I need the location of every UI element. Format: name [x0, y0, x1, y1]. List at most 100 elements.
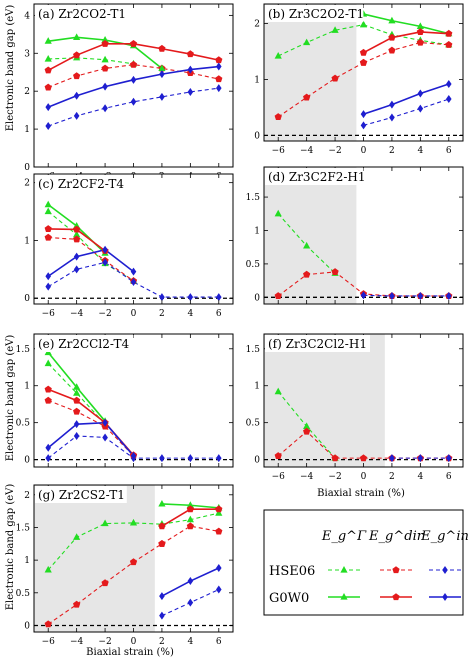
data-point-in-hse06 [102, 433, 108, 442]
data-point-in-g0w0 [45, 272, 52, 281]
x-tick-label: −6 [42, 309, 56, 319]
data-point-dir-hse06 [129, 60, 138, 68]
data-point-gamma-hse06 [44, 565, 52, 573]
data-point-gamma-g0w0 [388, 16, 396, 24]
data-point-in-hse06 [73, 431, 80, 440]
data-point-gamma-g0w0 [158, 64, 166, 72]
data-point-dir-hse06 [274, 292, 282, 300]
series-line-in-g0w0 [47, 248, 134, 277]
data-point-gamma-g0w0 [101, 36, 109, 43]
data-point-dir-hse06 [359, 454, 368, 462]
shaded-region [264, 334, 385, 467]
y-tick-label: 4 [24, 11, 30, 21]
data-point-in-g0w0 [73, 252, 80, 261]
x-tick-label: 6 [216, 637, 222, 647]
panel-title: (f) Zr3C2Cl2-H1 [268, 337, 367, 351]
x-tick-label: −4 [70, 309, 84, 319]
data-point-gamma-hse06 [215, 509, 223, 516]
data-point-gamma-hse06 [73, 389, 81, 396]
panel-title: (g) Zr2CS2-T1 [38, 488, 125, 502]
data-point-dir-hse06 [416, 38, 424, 46]
y-tick-label: 1 [24, 125, 30, 135]
y-tick-label: 3 [24, 49, 30, 59]
series-line-gamma-hse06 [363, 24, 449, 46]
series-line-in-hse06 [363, 294, 449, 297]
data-point-in-g0w0 [102, 418, 108, 427]
series-line-in-hse06 [363, 98, 449, 126]
data-point-in-hse06 [159, 454, 165, 463]
y-tick-label: 2 [254, 20, 260, 30]
y-tick-label: 0 [254, 131, 260, 141]
data-point-dir-hse06 [303, 270, 311, 278]
data-point-dir-hse06 [331, 268, 339, 275]
data-point-dir-g0w0 [129, 40, 138, 47]
data-point-dir-hse06 [215, 527, 223, 535]
series-line-gamma-hse06 [48, 57, 134, 65]
series-line-in-g0w0 [363, 83, 450, 115]
data-point-dir-hse06 [303, 427, 311, 435]
data-point-in-g0w0 [159, 592, 165, 601]
x-tick-label: 0 [131, 309, 137, 319]
data-point-dir-hse06 [158, 540, 166, 547]
series-line-dir-hse06 [48, 399, 134, 457]
data-point-dir-hse06 [445, 41, 453, 48]
data-point-in-g0w0 [187, 577, 194, 586]
data-point-dir-g0w0 [44, 225, 52, 232]
data-point-dir-hse06 [101, 64, 109, 72]
y-tick-label: 0 [24, 163, 30, 173]
data-point-dir-g0w0 [158, 44, 166, 52]
series-line-dir-hse06 [161, 525, 219, 545]
y-axis-label-top: Electronic band gap (eV) [5, 5, 16, 132]
data-point-dir-g0w0 [158, 522, 166, 530]
data-point-in-g0w0 [130, 75, 137, 84]
data-point-in-hse06 [45, 282, 52, 291]
data-point-in-g0w0 [102, 82, 108, 91]
series-line-dir-g0w0 [363, 31, 449, 54]
x-tick-label: 2 [159, 637, 165, 647]
data-point-dir-g0w0 [101, 40, 109, 47]
y-tick-label: 1 [24, 236, 30, 246]
data-point-dir-hse06 [274, 113, 282, 121]
y-tick-label: 0.5 [246, 419, 261, 429]
data-point-dir-hse06 [101, 579, 109, 587]
data-point-gamma-hse06 [44, 54, 52, 62]
data-point-in-g0w0 [73, 91, 80, 100]
data-point-dir-g0w0 [416, 28, 424, 36]
data-point-in-hse06 [159, 293, 165, 302]
y-tick-label: 1 [254, 75, 260, 85]
panel-5: 0 0.5 1 1.5 (e) Zr2CCl2-T4 [16, 333, 234, 468]
panel-1: −6−4−2024601234(a) Zr2CO2-T1 [24, 3, 234, 182]
panel-title-bg [35, 175, 127, 192]
data-point-in-hse06 [215, 454, 222, 463]
data-point-in-hse06 [389, 291, 395, 300]
x-tick-label: 6 [216, 309, 222, 319]
data-point-gamma-g0w0 [73, 383, 81, 390]
y-tick-label: 1 [24, 382, 30, 392]
data-point-gamma-g0w0 [73, 222, 81, 229]
x-tick-label: 2 [159, 309, 165, 319]
data-point-dir-g0w0 [73, 396, 81, 404]
data-point-dir-g0w0 [359, 48, 368, 56]
legend-row-label: G0W0 [269, 591, 309, 606]
series-line-in-g0w0 [47, 421, 135, 457]
y-tick-label: 1.5 [246, 193, 261, 203]
data-point-in-g0w0 [45, 443, 52, 452]
shaded-region [34, 485, 155, 632]
data-point-in-g0w0 [215, 62, 222, 71]
data-point-gamma-hse06 [44, 207, 52, 215]
x-tick-label: −2 [328, 146, 341, 156]
x-tick-label: −4 [300, 472, 314, 482]
data-point-in-hse06 [102, 104, 108, 113]
series-line-gamma-hse06 [277, 24, 364, 57]
data-point-dir-g0w0 [186, 50, 194, 58]
data-point-in-hse06 [187, 598, 194, 607]
x-tick-label: −2 [98, 309, 111, 319]
shaded-region [264, 167, 357, 304]
panel-title: (d) Zr3C2F2-H1 [268, 170, 366, 184]
data-point-in-hse06 [130, 278, 137, 287]
panel-title: (b) Zr3C2O2-T1 [268, 7, 364, 21]
x-tick-label: 4 [417, 472, 423, 482]
data-point-in-g0w0 [102, 245, 108, 254]
data-point-gamma-hse06 [101, 55, 109, 63]
